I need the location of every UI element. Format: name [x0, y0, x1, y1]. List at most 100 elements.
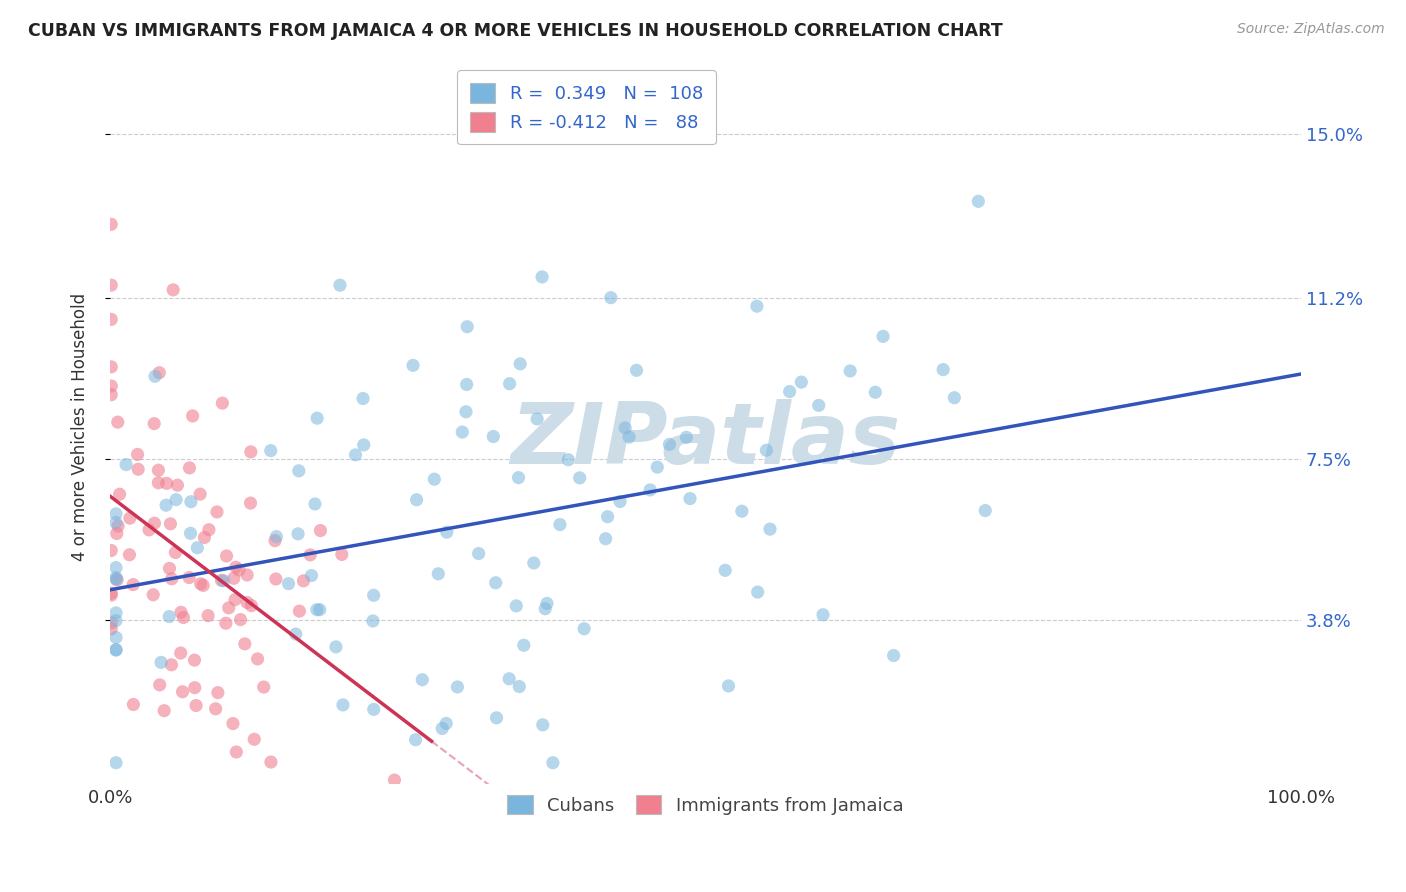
Point — [361, 614, 384, 628]
Point — [557, 452, 579, 467]
Point — [212, 574, 235, 588]
Point — [596, 509, 619, 524]
Point — [148, 475, 170, 490]
Point — [118, 548, 141, 562]
Point — [239, 445, 262, 459]
Point — [363, 588, 385, 602]
Point — [108, 487, 131, 501]
Point — [166, 478, 188, 492]
Point — [179, 526, 201, 541]
Point — [193, 578, 215, 592]
Point — [384, 773, 406, 788]
Point — [222, 716, 245, 731]
Point — [105, 573, 128, 587]
Point — [160, 657, 183, 672]
Point — [284, 627, 307, 641]
Point — [149, 678, 172, 692]
Point — [572, 622, 595, 636]
Point — [332, 698, 354, 712]
Point — [498, 376, 520, 391]
Point — [197, 608, 219, 623]
Point — [153, 704, 176, 718]
Point — [513, 638, 536, 652]
Point — [100, 388, 122, 402]
Point — [180, 494, 202, 508]
Point — [531, 718, 554, 732]
Point — [308, 603, 330, 617]
Point — [193, 531, 215, 545]
Point — [253, 680, 276, 694]
Point — [100, 217, 122, 231]
Point — [807, 398, 830, 412]
Point — [508, 470, 530, 484]
Point — [974, 503, 997, 517]
Point — [330, 548, 353, 562]
Point — [747, 585, 769, 599]
Point — [485, 711, 508, 725]
Point — [329, 278, 352, 293]
Point — [614, 421, 637, 435]
Point — [617, 430, 640, 444]
Point — [179, 461, 201, 475]
Point — [288, 464, 311, 478]
Point — [353, 438, 375, 452]
Point — [485, 575, 508, 590]
Point — [148, 366, 170, 380]
Point — [105, 642, 128, 657]
Point — [675, 430, 697, 444]
Point — [839, 364, 862, 378]
Point — [100, 543, 122, 558]
Point — [222, 571, 245, 585]
Point — [228, 563, 250, 577]
Y-axis label: 4 or more Vehicles in Household: 4 or more Vehicles in Household — [72, 293, 89, 560]
Point — [246, 652, 269, 666]
Point — [179, 570, 201, 584]
Point — [155, 498, 177, 512]
Point — [100, 278, 122, 293]
Point — [865, 385, 887, 400]
Point — [172, 685, 194, 699]
Point — [482, 429, 505, 443]
Point — [204, 702, 226, 716]
Point — [239, 496, 262, 510]
Point — [526, 412, 548, 426]
Point — [260, 755, 283, 769]
Point — [100, 312, 122, 326]
Point — [184, 698, 207, 713]
Point — [456, 319, 478, 334]
Point — [599, 291, 621, 305]
Point — [236, 568, 259, 582]
Point — [215, 549, 238, 563]
Point — [541, 756, 564, 770]
Point — [309, 524, 332, 538]
Point — [509, 357, 531, 371]
Point — [883, 648, 905, 663]
Point — [233, 637, 256, 651]
Point — [523, 556, 546, 570]
Point — [411, 673, 433, 687]
Point — [105, 573, 128, 587]
Point — [779, 384, 801, 399]
Point — [759, 522, 782, 536]
Point — [122, 577, 145, 591]
Point — [534, 601, 557, 615]
Point — [436, 525, 458, 540]
Point — [872, 329, 894, 343]
Text: Source: ZipAtlas.com: Source: ZipAtlas.com — [1237, 22, 1385, 37]
Point — [100, 379, 122, 393]
Point — [432, 722, 454, 736]
Point — [100, 586, 122, 600]
Point — [266, 530, 288, 544]
Point — [609, 494, 631, 508]
Point — [165, 545, 187, 559]
Point — [405, 492, 427, 507]
Point — [127, 462, 149, 476]
Point — [299, 548, 322, 562]
Point — [105, 614, 128, 628]
Point — [288, 604, 311, 618]
Point — [454, 405, 477, 419]
Point — [548, 517, 571, 532]
Point — [100, 622, 122, 636]
Point — [714, 563, 737, 577]
Point — [260, 443, 283, 458]
